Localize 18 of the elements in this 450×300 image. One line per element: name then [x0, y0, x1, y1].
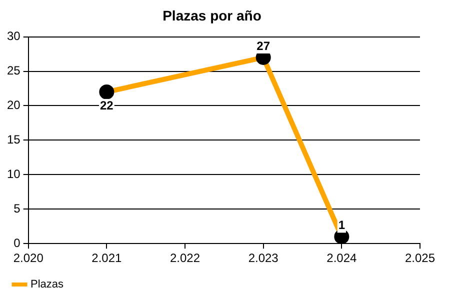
data-label: 27 — [256, 38, 270, 53]
y-tick-label: 10 — [6, 166, 21, 181]
data-label: 1 — [338, 218, 346, 232]
x-tick-label: 2.024 — [326, 251, 358, 266]
chart-title: Plazas por año — [162, 7, 262, 24]
y-tick-label: 25 — [6, 64, 21, 78]
legend-label: Plazas — [30, 278, 64, 291]
x-tick-label: 2.020 — [13, 251, 44, 266]
x-tick-label: 2.021 — [92, 251, 122, 266]
data-label: 22 — [100, 98, 114, 112]
y-tick-label: 20 — [6, 98, 21, 112]
x-tick-label: 2.023 — [248, 251, 279, 266]
y-tick-label: 15 — [6, 132, 21, 147]
y-tick-label: 5 — [14, 201, 21, 216]
y-tick-label: 0 — [14, 236, 21, 250]
y-tick-label: 30 — [6, 29, 21, 44]
x-tick-label: 2.022 — [170, 251, 200, 266]
x-tick-label: 2.025 — [404, 251, 436, 266]
